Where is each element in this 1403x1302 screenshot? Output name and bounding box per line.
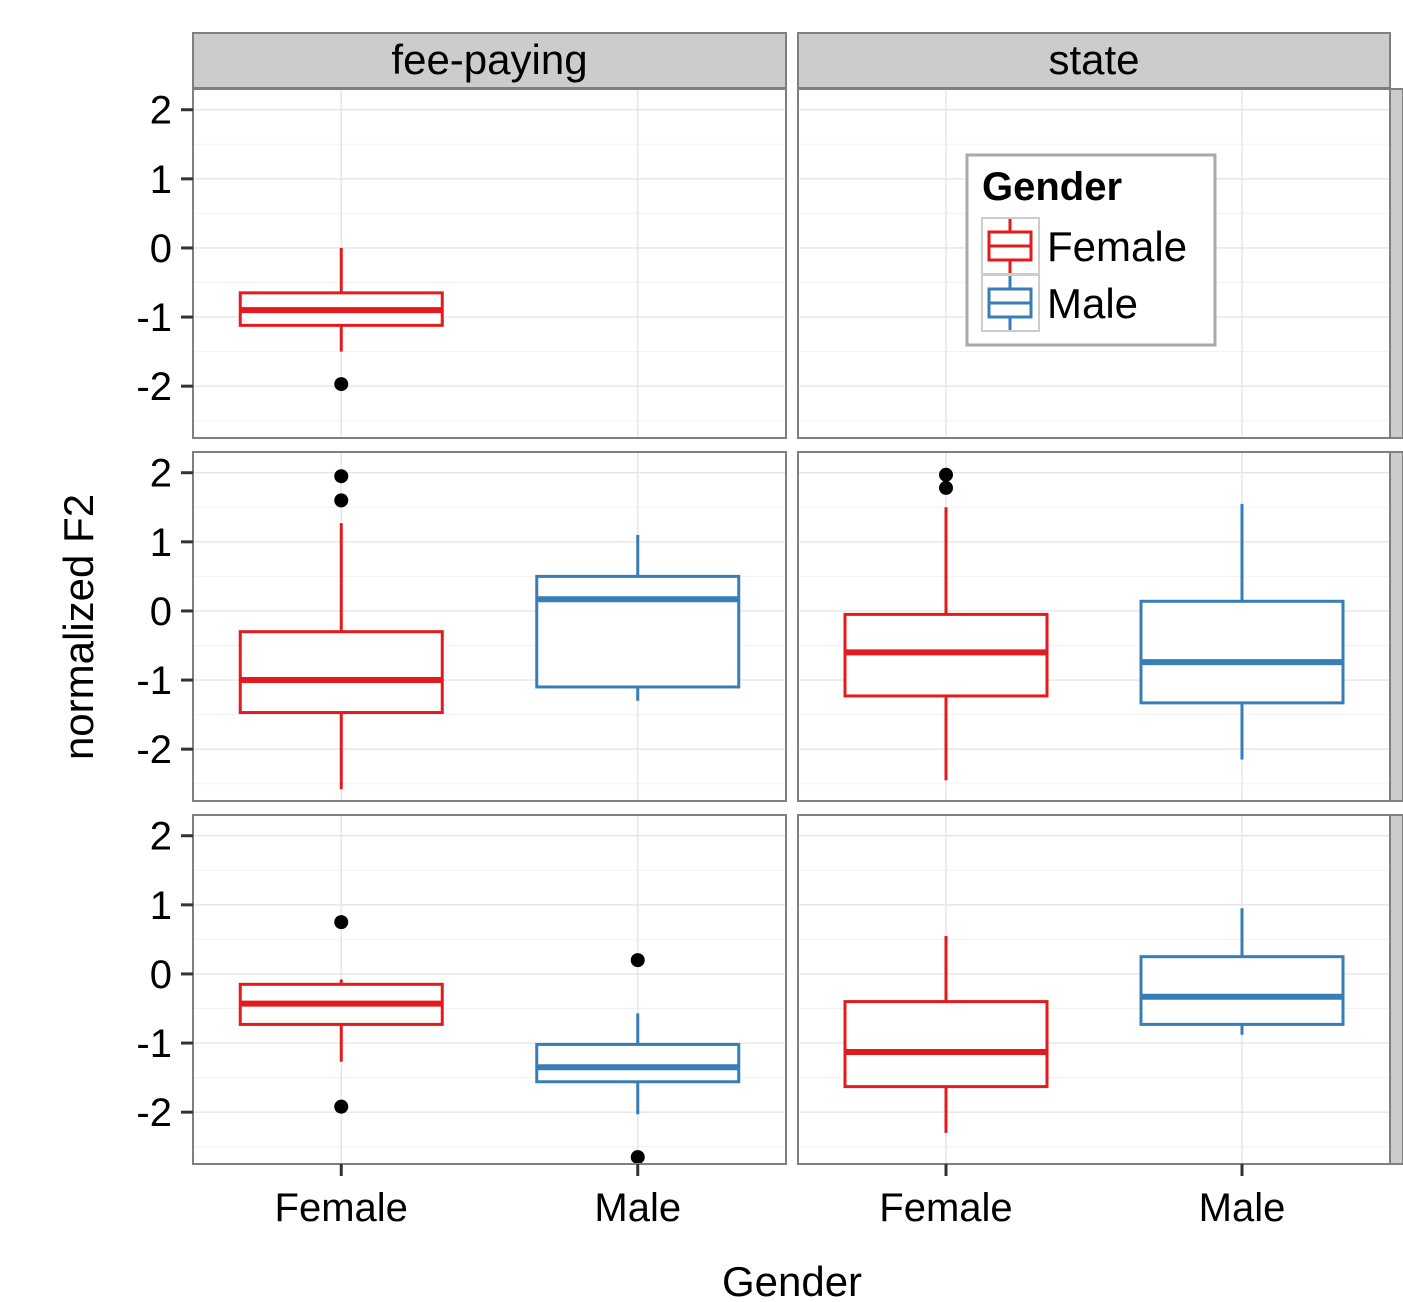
x-tick-label: Male xyxy=(594,1186,681,1230)
box-iqr xyxy=(535,574,741,689)
outlier-point xyxy=(334,493,349,508)
outlier-point xyxy=(939,480,953,495)
facet-panel-r1-c1 xyxy=(797,451,1391,802)
column-strip-1 xyxy=(797,32,1391,89)
y-tick-label: -2 xyxy=(136,365,172,409)
panel-border xyxy=(192,814,787,1165)
x-axis-title: Gender xyxy=(722,1258,862,1302)
axes-layer: -2 -1 0 1 2 -2 -1 0 1 2 -2 -1 0 1 2 Female Male Female Mal… xyxy=(136,89,1285,1230)
y-tick-label: 0 xyxy=(150,953,172,997)
row-strip-1 xyxy=(1389,451,1403,802)
facet-panel-r1-c0 xyxy=(192,451,787,802)
boxplot-female xyxy=(238,469,444,790)
column-strip-label: fee-paying xyxy=(391,36,587,83)
x-tick-label: Female xyxy=(275,1186,408,1230)
legend-label: Male xyxy=(1047,280,1138,327)
y-tick-label: 0 xyxy=(150,227,172,271)
y-tick-label: 1 xyxy=(150,158,172,202)
boxplot-male xyxy=(1139,908,1345,1035)
boxplot-female xyxy=(238,915,444,1114)
facet-panel-r0-c0 xyxy=(192,88,787,439)
legend-key-male: Male xyxy=(981,274,1138,332)
row-strip-0 xyxy=(1389,88,1403,439)
facet-panel-r2-c1 xyxy=(797,814,1391,1165)
outlier-point xyxy=(334,377,349,392)
box-iqr xyxy=(238,630,444,715)
boxplot-female xyxy=(238,247,444,392)
panels-layer xyxy=(192,88,1391,1165)
y-tick-label: -2 xyxy=(136,1091,172,1135)
panel-background xyxy=(193,89,786,438)
y-tick-label: 2 xyxy=(150,452,172,496)
facet-panel-r2-c0 xyxy=(192,814,787,1165)
x-tick-label: Female xyxy=(879,1186,1012,1230)
boxplot-male xyxy=(1139,503,1345,760)
legend-title: Gender xyxy=(982,165,1122,209)
y-tick-label: -1 xyxy=(136,659,172,703)
panel-border xyxy=(192,451,787,802)
y-tick-label: -2 xyxy=(136,728,172,772)
box-iqr xyxy=(843,1000,1049,1089)
legend-label: Female xyxy=(1047,223,1187,270)
y-tick-label: -1 xyxy=(136,296,172,340)
legend-key-female: Female xyxy=(981,217,1187,275)
boxplot-male xyxy=(535,534,741,701)
facet-strips: fee-paying state xyxy=(192,32,1403,1165)
y-tick-label: 1 xyxy=(150,884,172,928)
y-tick-label: -1 xyxy=(136,1022,172,1066)
y-tick-label: 2 xyxy=(150,815,172,859)
y-tick-label: 1 xyxy=(150,521,172,565)
boxplot-female xyxy=(843,935,1049,1133)
row-strip-2 xyxy=(1389,814,1403,1165)
outlier-point xyxy=(334,915,349,930)
legend-keys: Female Male xyxy=(981,217,1187,332)
box-iqr xyxy=(535,1042,741,1084)
outlier-point xyxy=(334,469,349,484)
legend: Gender Female Male xyxy=(965,153,1217,347)
column-strip-0 xyxy=(192,32,787,89)
y-tick-label: 2 xyxy=(150,89,172,133)
boxplot-male xyxy=(535,953,741,1165)
outlier-point xyxy=(334,1099,349,1114)
y-axis-title: normalized F2 xyxy=(55,494,102,760)
y-tick-label: 0 xyxy=(150,590,172,634)
box-iqr xyxy=(1139,955,1345,1026)
outlier-point xyxy=(630,1150,645,1165)
boxplot-female xyxy=(843,467,1049,781)
box-iqr xyxy=(1139,599,1345,705)
x-tick-label: Male xyxy=(1199,1186,1286,1230)
outlier-point xyxy=(939,467,953,482)
column-strip-label: state xyxy=(1048,36,1139,83)
outlier-point xyxy=(630,953,645,968)
